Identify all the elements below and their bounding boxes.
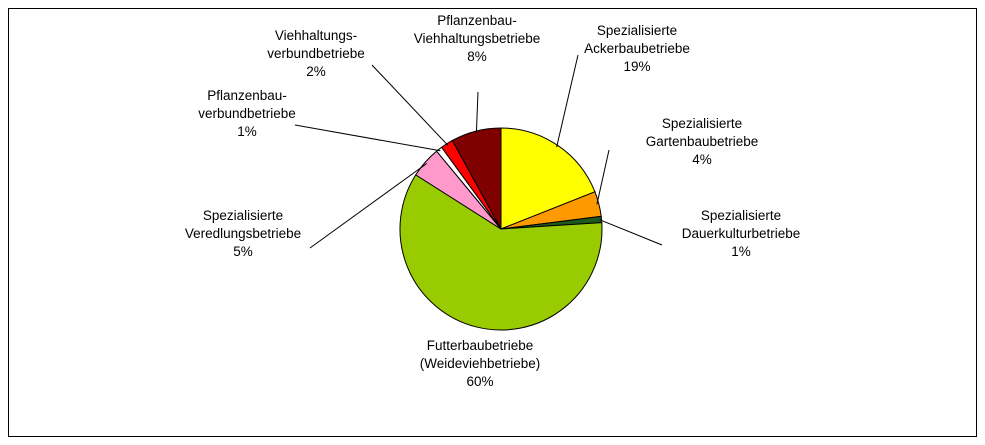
leader-line (309, 163, 428, 249)
category-label: Pflanzenbau- Viehhaltungsbetriebe (413, 13, 541, 46)
category-label: Pflanzenbau- verbundbetriebe (198, 88, 296, 121)
value-label: 1% (731, 244, 751, 259)
category-label: Spezialisierte Veredlungsbetriebe (184, 208, 302, 241)
value-label: 4% (692, 152, 712, 167)
value-label: 8% (467, 49, 487, 64)
pie-slice (451, 127, 502, 230)
slice-label: Futterbaubetriebe (Weideviehbetriebe) 60% (420, 337, 541, 391)
category-label: Spezialisierte Dauerkulturbetriebe (681, 208, 801, 241)
value-label: 2% (306, 64, 326, 79)
slice-label: Pflanzenbau- Viehhaltungsbetriebe 8% (414, 12, 541, 66)
slice-label: Spezialisierte Gartenbaubetriebe 4% (646, 115, 759, 169)
category-label: Viehhaltungs- verbundbetriebe (267, 28, 365, 61)
leader-line (371, 64, 449, 146)
slice-label: Viehhaltungs- verbundbetriebe 2% (267, 27, 365, 81)
slice-label: Pflanzenbau- verbundbetriebe 1% (198, 87, 296, 141)
category-label: Spezialisierte Ackerbaubetriebe (584, 23, 690, 56)
leader-line (556, 54, 579, 148)
leader-line (599, 219, 663, 246)
value-label: 60% (466, 374, 494, 389)
category-label: Futterbaubetriebe (Weideviehbetriebe) (419, 338, 541, 371)
value-label: 5% (233, 244, 253, 259)
slice-label: Spezialisierte Dauerkulturbetriebe 1% (682, 207, 801, 261)
pie-slice (500, 127, 596, 230)
slice-label: Spezialisierte Veredlungsbetriebe 5% (185, 207, 301, 261)
slice-label: Spezialisierte Ackerbaubetriebe 19% (584, 22, 690, 76)
value-label: 1% (237, 124, 257, 139)
value-label: 19% (623, 59, 651, 74)
leader-line (475, 91, 479, 134)
pie-slice (399, 174, 603, 331)
leader-line (596, 149, 610, 205)
category-label: Spezialisierte Gartenbaubetriebe (645, 116, 759, 149)
leader-line (294, 124, 441, 152)
